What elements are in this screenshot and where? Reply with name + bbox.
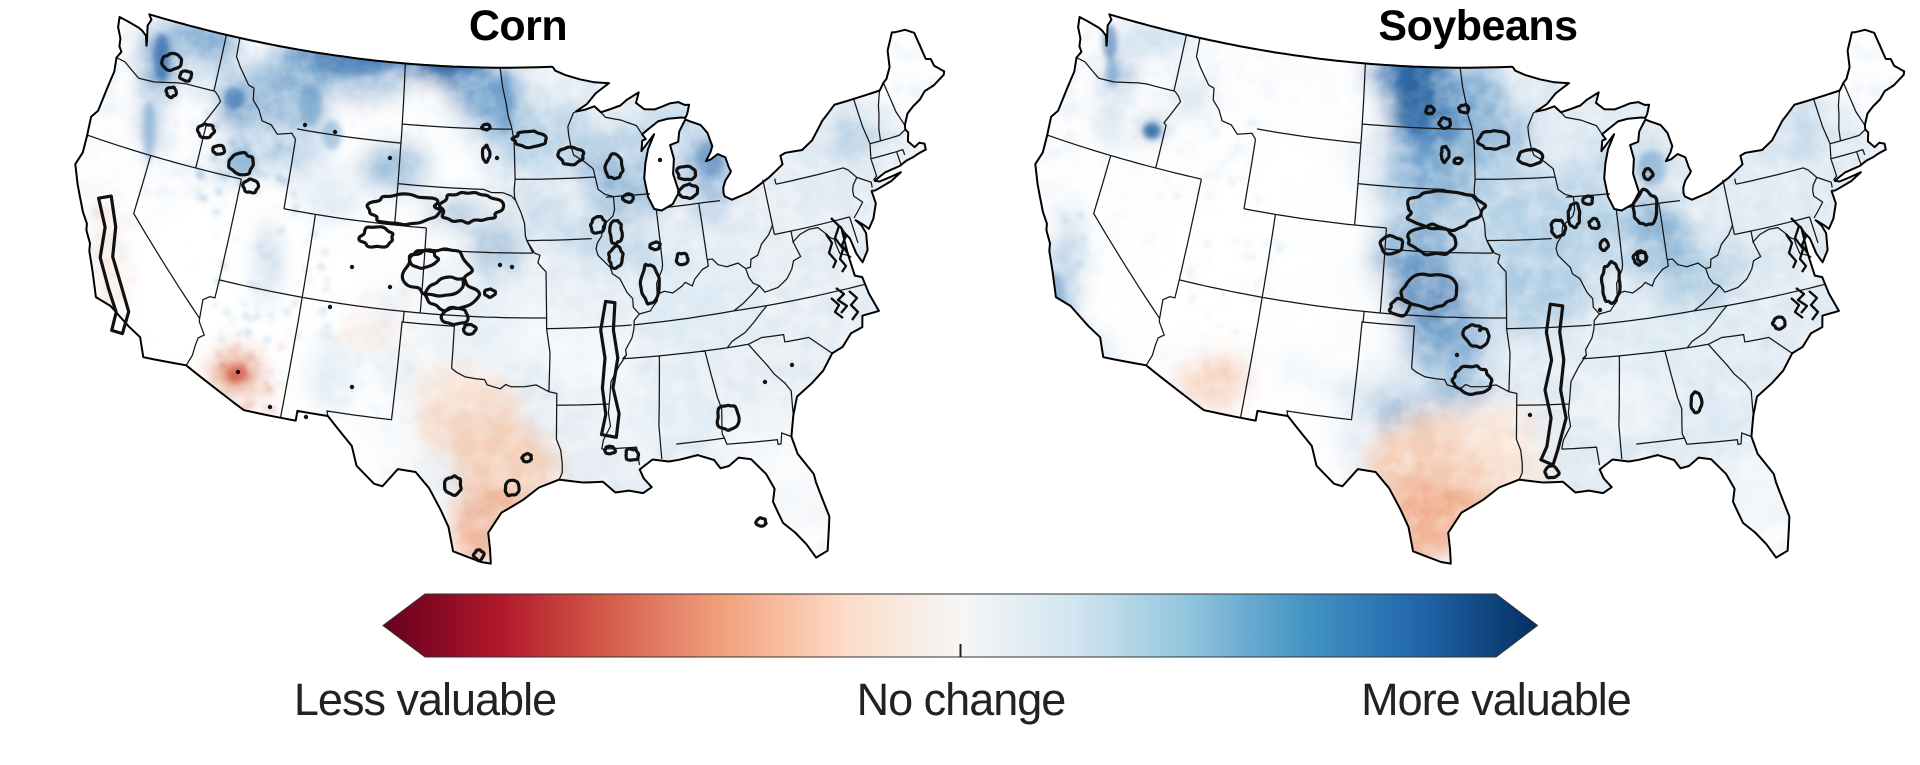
svg-text:Soybeans: Soybeans	[1378, 2, 1577, 50]
svg-text:More valuable: More valuable	[1361, 674, 1631, 725]
svg-text:No change: No change	[857, 674, 1066, 725]
svg-text:Less valuable: Less valuable	[294, 674, 556, 725]
svg-text:Corn: Corn	[469, 2, 567, 50]
